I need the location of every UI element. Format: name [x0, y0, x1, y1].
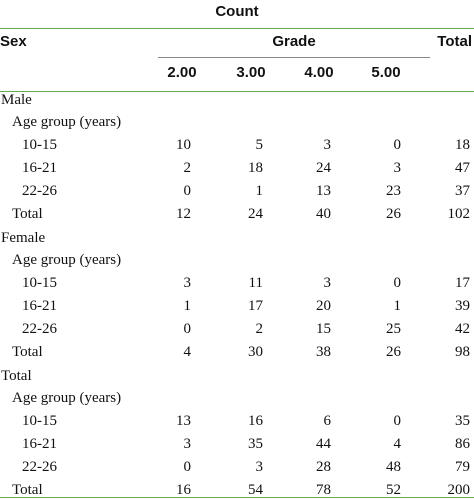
cell: 20 — [316, 298, 331, 314]
cell: 2 — [255, 321, 264, 337]
cell: 0 — [393, 275, 402, 291]
sex-header: Sex — [0, 33, 27, 50]
cell: 3 — [323, 275, 332, 291]
top-rule — [0, 28, 474, 29]
cell: 78 — [316, 482, 331, 498]
grade-label: 4.00 — [304, 64, 334, 81]
cell: 11 — [248, 275, 263, 291]
cell: 79 — [455, 459, 470, 475]
total-label: Total — [12, 482, 43, 498]
row-label: 16-21 — [22, 436, 57, 452]
grade-label: 2.00 — [167, 64, 197, 81]
cell: 1 — [393, 298, 402, 314]
row-label: 22-26 — [22, 459, 57, 475]
cell: 15 — [316, 321, 331, 337]
cell: 23 — [386, 183, 401, 199]
cell: 37 — [455, 183, 470, 199]
cell: 13 — [316, 183, 331, 199]
grade-header: Grade — [272, 33, 316, 50]
cell: 6 — [323, 413, 332, 429]
header-rule — [0, 91, 474, 92]
cell: 10 — [176, 137, 191, 153]
row-label: 16-21 — [22, 160, 57, 176]
cell: 4 — [183, 344, 192, 360]
cell: 3 — [393, 160, 402, 176]
cell: 18 — [248, 160, 263, 176]
cell: 3 — [323, 137, 332, 153]
cell: 13 — [176, 413, 191, 429]
cell: 3 — [183, 275, 192, 291]
total-label: Total — [12, 344, 43, 360]
cell: 16 — [248, 413, 263, 429]
cell: 17 — [455, 275, 470, 291]
cell: 35 — [455, 413, 470, 429]
cell: 5 — [255, 137, 264, 153]
section-label: Total — [1, 368, 32, 384]
section-label: Male — [1, 92, 32, 108]
cell: 102 — [447, 206, 471, 222]
cell: 0 — [393, 137, 402, 153]
cell: 52 — [386, 482, 401, 498]
cell: 48 — [386, 459, 401, 475]
cell: 30 — [248, 344, 263, 360]
cell: 28 — [316, 459, 331, 475]
cell: 42 — [455, 321, 470, 337]
cell: 44 — [316, 436, 331, 452]
row-label: 16-21 — [22, 298, 57, 314]
cell: 1 — [183, 298, 192, 314]
cell: 17 — [248, 298, 263, 314]
grade-rule — [158, 57, 430, 58]
cell: 0 — [183, 321, 192, 337]
cell: 3 — [255, 459, 264, 475]
row-label: 10-15 — [22, 137, 57, 153]
cell: 26 — [386, 206, 401, 222]
cell: 2 — [183, 160, 192, 176]
cell: 39 — [455, 298, 470, 314]
bottom-rule — [0, 497, 474, 498]
header-title: Count — [215, 3, 259, 20]
subheader: Age group (years) — [12, 252, 122, 268]
total-header: Total — [437, 33, 472, 50]
cell: 38 — [316, 344, 331, 360]
grade-label: 5.00 — [371, 64, 401, 81]
row-label: 22-26 — [22, 321, 57, 337]
cell: 26 — [386, 344, 401, 360]
cell: 12 — [176, 206, 191, 222]
cell: 4 — [393, 436, 402, 452]
subheader: Age group (years) — [12, 390, 122, 406]
cell: 54 — [248, 482, 263, 498]
cell: 24 — [316, 160, 331, 176]
row-label: 10-15 — [22, 413, 57, 429]
cell: 98 — [455, 344, 470, 360]
cell: 0 — [183, 459, 192, 475]
cell: 86 — [455, 436, 470, 452]
cell: 1 — [255, 183, 264, 199]
cell: 3 — [183, 436, 192, 452]
cell: 35 — [248, 436, 263, 452]
cell: 0 — [183, 183, 192, 199]
cell: 16 — [176, 482, 191, 498]
grade-label: 3.00 — [236, 64, 266, 81]
cell: 47 — [455, 160, 470, 176]
cell: 40 — [316, 206, 331, 222]
section-label: Female — [1, 230, 46, 246]
total-label: Total — [12, 206, 43, 222]
cell: 200 — [447, 482, 471, 498]
row-label: 10-15 — [22, 275, 57, 291]
subheader: Age group (years) — [12, 114, 122, 130]
cell: 24 — [248, 206, 263, 222]
cell: 25 — [386, 321, 401, 337]
cell: 0 — [393, 413, 402, 429]
cell: 18 — [455, 137, 470, 153]
row-label: 22-26 — [22, 183, 57, 199]
